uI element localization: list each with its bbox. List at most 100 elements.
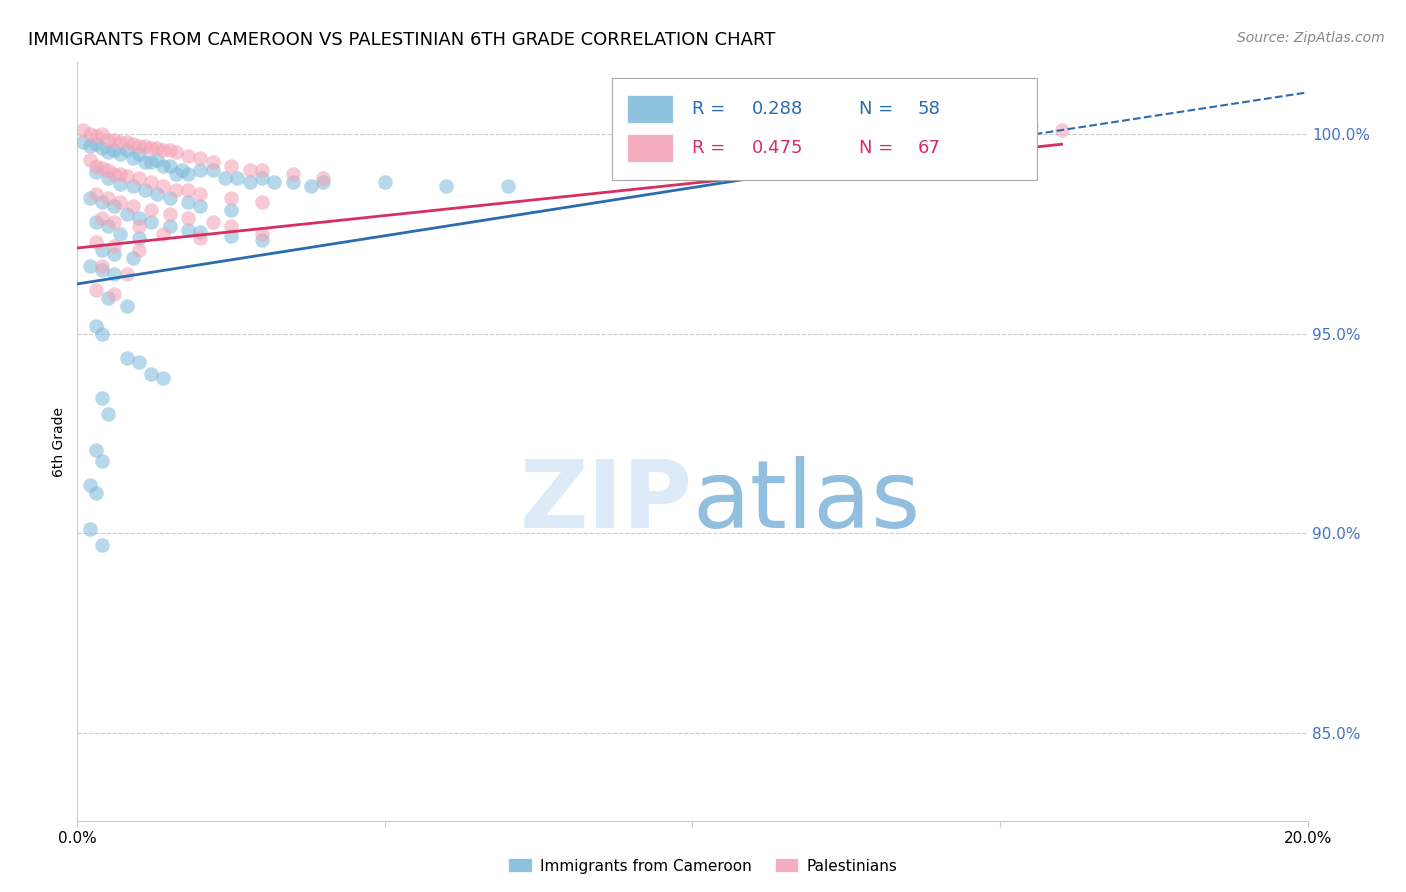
Point — [177, 223, 200, 237]
Point — [188, 151, 212, 165]
Point — [97, 145, 120, 160]
Point — [97, 133, 120, 147]
Point — [128, 355, 150, 369]
Text: Source: ZipAtlas.com: Source: ZipAtlas.com — [1237, 31, 1385, 45]
Point — [115, 143, 138, 157]
Point — [1019, 120, 1042, 134]
Point — [128, 139, 150, 153]
Point — [312, 171, 335, 186]
Point — [103, 267, 125, 281]
Point — [219, 159, 242, 173]
Point — [250, 233, 273, 247]
Point — [146, 141, 169, 155]
Point — [141, 175, 163, 189]
Point — [115, 267, 138, 281]
Point — [128, 243, 150, 257]
Point — [201, 163, 224, 178]
Text: ZIP: ZIP — [520, 456, 693, 549]
Point — [146, 187, 169, 202]
Point — [97, 219, 120, 233]
Point — [84, 137, 107, 152]
Point — [121, 199, 143, 213]
Text: IMMIGRANTS FROM CAMEROON VS PALESTINIAN 6TH GRADE CORRELATION CHART: IMMIGRANTS FROM CAMEROON VS PALESTINIAN … — [28, 31, 776, 49]
Point — [141, 155, 163, 169]
Point — [90, 259, 114, 273]
Point — [97, 407, 120, 421]
Text: R =: R = — [693, 139, 731, 157]
Point — [159, 207, 181, 221]
Point — [90, 243, 114, 257]
Point — [90, 211, 114, 225]
Point — [159, 143, 181, 157]
Point — [110, 135, 132, 149]
Point — [115, 207, 138, 221]
Point — [97, 291, 120, 305]
Point — [152, 179, 174, 194]
Point — [121, 251, 143, 265]
Point — [165, 183, 187, 197]
Point — [152, 143, 174, 157]
Point — [141, 367, 163, 381]
Point — [170, 163, 193, 178]
Point — [188, 187, 212, 202]
Point — [177, 167, 200, 181]
Point — [159, 219, 181, 233]
Point — [226, 171, 249, 186]
Point — [90, 538, 114, 552]
Point — [79, 128, 101, 142]
Point — [90, 128, 114, 142]
Point — [115, 351, 138, 365]
Point — [188, 199, 212, 213]
Point — [79, 522, 101, 536]
Point — [177, 149, 200, 163]
Point — [201, 215, 224, 229]
Point — [84, 187, 107, 202]
Point — [152, 159, 174, 173]
Point — [177, 183, 200, 197]
Point — [134, 183, 156, 197]
Point — [219, 191, 242, 205]
Point — [263, 175, 285, 189]
Point — [219, 229, 242, 244]
Point — [90, 263, 114, 277]
Point — [188, 231, 212, 245]
Point — [134, 155, 156, 169]
Point — [103, 143, 125, 157]
Point — [165, 145, 187, 160]
Point — [436, 179, 458, 194]
Point — [84, 165, 107, 179]
Point — [141, 141, 163, 155]
Point — [115, 135, 138, 149]
Point — [128, 231, 150, 245]
Point — [97, 171, 120, 186]
Point — [103, 167, 125, 181]
FancyBboxPatch shape — [627, 134, 673, 162]
Point — [84, 486, 107, 500]
Text: N =: N = — [859, 101, 898, 119]
Point — [90, 454, 114, 468]
Point — [239, 175, 262, 189]
Point — [281, 167, 304, 181]
Point — [90, 161, 114, 176]
Point — [84, 129, 107, 144]
Point — [103, 286, 125, 301]
Text: 0.475: 0.475 — [752, 139, 803, 157]
Point — [250, 163, 273, 178]
Point — [90, 141, 114, 155]
Point — [374, 175, 396, 189]
Point — [250, 171, 273, 186]
Point — [152, 370, 174, 384]
Point — [152, 227, 174, 241]
Point — [103, 247, 125, 261]
Text: 58: 58 — [918, 101, 941, 119]
Point — [110, 227, 132, 241]
Point — [121, 179, 143, 194]
Point — [312, 175, 335, 189]
Text: atlas: atlas — [693, 456, 921, 549]
Point — [115, 299, 138, 313]
Point — [115, 169, 138, 183]
Point — [79, 153, 101, 168]
Point — [84, 159, 107, 173]
Point — [299, 179, 322, 194]
Text: 0.288: 0.288 — [752, 101, 803, 119]
